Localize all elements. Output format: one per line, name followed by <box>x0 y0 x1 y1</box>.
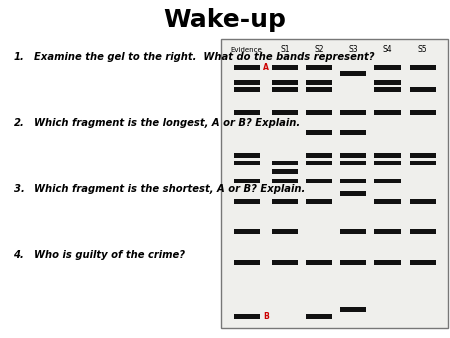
Bar <box>234 178 260 184</box>
Text: Wake-up: Wake-up <box>163 8 287 32</box>
Bar <box>340 153 366 158</box>
Text: S4: S4 <box>382 45 392 54</box>
Text: A: A <box>263 63 269 72</box>
Bar <box>374 80 400 85</box>
Bar <box>272 199 298 204</box>
Bar <box>272 169 298 174</box>
Bar <box>340 230 366 234</box>
Text: S3: S3 <box>349 45 358 54</box>
Bar <box>410 260 436 265</box>
Bar <box>234 161 260 165</box>
Bar <box>234 110 260 115</box>
Bar <box>410 161 436 165</box>
Bar <box>272 230 298 234</box>
Bar <box>340 178 366 184</box>
Bar <box>272 178 298 184</box>
Bar <box>306 130 333 135</box>
Bar <box>410 153 436 158</box>
Bar <box>374 161 400 165</box>
Text: Who is guilty of the crime?: Who is guilty of the crime? <box>34 250 185 260</box>
Bar <box>340 260 366 265</box>
Bar <box>340 307 366 312</box>
Bar <box>410 110 436 115</box>
Bar <box>374 260 400 265</box>
Bar <box>410 230 436 234</box>
Bar <box>340 71 366 76</box>
Bar <box>234 260 260 265</box>
Bar <box>374 153 400 158</box>
Bar <box>272 87 298 92</box>
Bar <box>306 65 333 70</box>
Bar <box>272 80 298 85</box>
Bar <box>272 260 298 265</box>
Bar <box>306 260 333 265</box>
Bar <box>306 178 333 184</box>
Bar <box>272 110 298 115</box>
Bar <box>234 153 260 158</box>
Bar <box>374 65 400 70</box>
Bar <box>374 199 400 204</box>
Bar <box>306 80 333 85</box>
Bar <box>410 65 436 70</box>
Bar <box>410 87 436 92</box>
Text: Examine the gel to the right.  What do the bands represent?: Examine the gel to the right. What do th… <box>34 52 374 63</box>
Bar <box>234 199 260 204</box>
Bar <box>306 161 333 165</box>
Text: B: B <box>263 312 269 321</box>
Bar <box>374 110 400 115</box>
Bar <box>234 230 260 234</box>
Bar <box>340 130 366 135</box>
Bar <box>306 87 333 92</box>
Bar <box>374 178 400 184</box>
Bar <box>410 199 436 204</box>
Bar <box>272 161 298 165</box>
Text: 3.: 3. <box>14 184 24 194</box>
Bar <box>234 80 260 85</box>
Text: Which fragment is the shortest, A or B? Explain.: Which fragment is the shortest, A or B? … <box>34 184 305 194</box>
Text: S2: S2 <box>315 45 324 54</box>
Bar <box>234 65 260 70</box>
Text: 4.: 4. <box>14 250 24 260</box>
Bar <box>340 161 366 165</box>
Bar <box>306 153 333 158</box>
Bar <box>306 110 333 115</box>
Bar <box>340 191 366 196</box>
Bar <box>374 87 400 92</box>
Bar <box>374 230 400 234</box>
Text: Which fragment is the longest, A or B? Explain.: Which fragment is the longest, A or B? E… <box>34 118 300 128</box>
Text: 2.: 2. <box>14 118 24 128</box>
Bar <box>272 65 298 70</box>
Bar <box>306 199 333 204</box>
Bar <box>234 87 260 92</box>
Bar <box>306 314 333 319</box>
Text: S5: S5 <box>418 45 427 54</box>
Text: Evidence: Evidence <box>231 47 262 53</box>
Bar <box>220 39 448 328</box>
Text: 1.: 1. <box>14 52 24 63</box>
Bar <box>340 110 366 115</box>
Bar <box>234 314 260 319</box>
Text: S1: S1 <box>280 45 290 54</box>
